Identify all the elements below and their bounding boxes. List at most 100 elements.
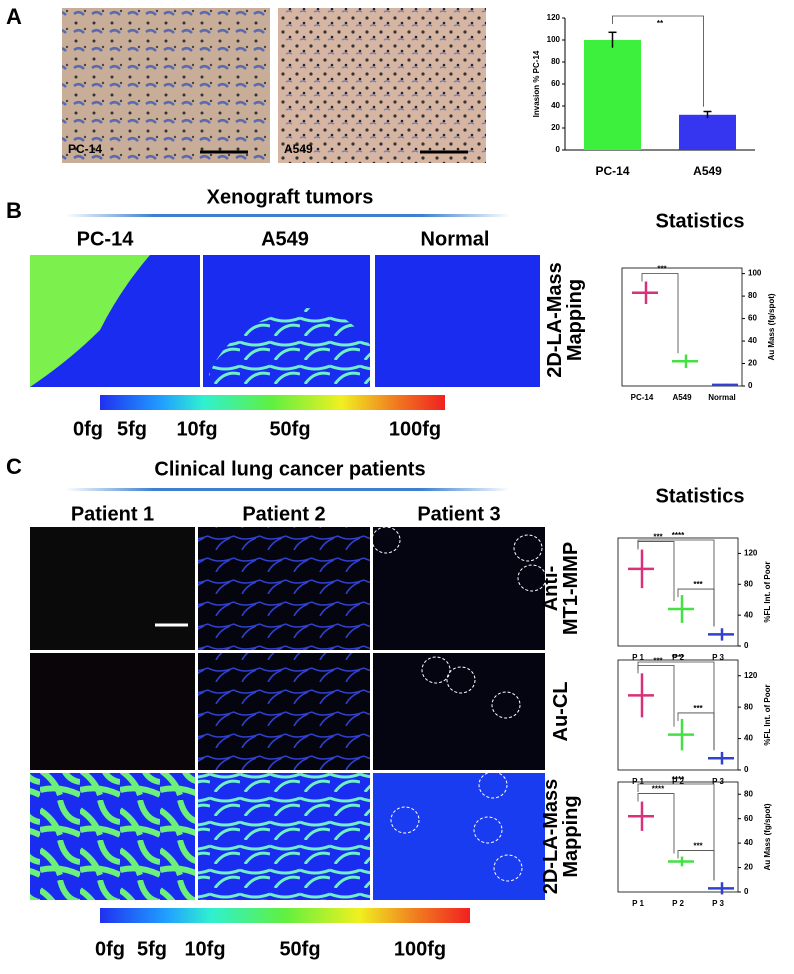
- heatmap-region: [205, 308, 370, 387]
- rule: [65, 488, 510, 491]
- x-tick-label: PC-14: [631, 393, 654, 402]
- stats-title: Statistics: [656, 485, 745, 507]
- x-tick-label: A549: [672, 393, 692, 402]
- significance-bracket: [641, 273, 679, 354]
- y-tick-label: 40: [744, 734, 753, 743]
- y-tick-label: 0: [744, 765, 749, 774]
- image: [198, 653, 370, 770]
- x-tick-label: P 3: [712, 653, 724, 662]
- row-label: Au-CL: [550, 682, 572, 742]
- image: [30, 527, 195, 650]
- y-tick-label: 120: [744, 671, 758, 680]
- image: [373, 653, 545, 770]
- y-tick-label: 40: [744, 610, 753, 619]
- x-tick-label: P 3: [712, 899, 724, 908]
- y-tick-label: 0: [748, 381, 753, 390]
- y-axis-label: Invasion % PC-14: [532, 50, 541, 117]
- colorbar-label: 10fg: [184, 938, 225, 960]
- plot-frame: [621, 267, 743, 387]
- colorbar-label: 100fg: [394, 938, 446, 960]
- micrograph: [62, 8, 270, 163]
- significance-label: ***: [693, 842, 703, 851]
- highlight-circle: [513, 534, 543, 562]
- significance-bracket: [612, 15, 704, 107]
- image: [373, 773, 545, 900]
- significance-label: **: [657, 19, 664, 28]
- column-label: PC-14: [77, 228, 135, 250]
- significance-label: ****: [672, 531, 685, 540]
- highlight-circle: [390, 806, 420, 834]
- significance-label: ****: [672, 653, 685, 662]
- label-line: MT1-MMP: [560, 542, 582, 635]
- y-axis-label: Au Mass (fg/spot): [763, 803, 772, 870]
- significance-label: ****: [652, 785, 665, 794]
- colorbar-label: 50fg: [279, 938, 320, 960]
- highlight-circle: [517, 564, 547, 592]
- y-tick-label: 120: [547, 13, 561, 22]
- y-tick-label: 120: [744, 549, 758, 558]
- y-tick-label: 0: [556, 145, 561, 154]
- y-tick-label: 20: [748, 359, 757, 368]
- y-tick-label: 100: [547, 35, 561, 44]
- colorbar-label: 0fg: [73, 418, 103, 440]
- highlight-circle: [493, 854, 523, 882]
- y-tick-label: 100: [748, 269, 762, 278]
- y-tick-label: 80: [744, 702, 753, 711]
- y-tick-label: 20: [744, 863, 753, 872]
- image: [373, 527, 545, 650]
- significance-bracket: [637, 541, 675, 601]
- x-tick-label: Normal: [708, 393, 736, 402]
- stats-title: Statistics: [656, 210, 745, 232]
- label-line: Anti-: [540, 566, 562, 612]
- y-tick-label: 40: [744, 838, 753, 847]
- column-label: Patient 1: [71, 503, 154, 525]
- significance-label: ***: [653, 656, 663, 665]
- bar: [679, 114, 736, 150]
- column-label: Patient 2: [242, 503, 325, 525]
- image: [198, 527, 370, 650]
- image-label: A549: [284, 142, 313, 156]
- y-axis-label: Au Mass (fg/spot): [767, 293, 776, 360]
- significance-bracket: [677, 588, 715, 627]
- significance-bracket: [637, 661, 715, 751]
- image-label: PC-14: [68, 142, 102, 156]
- significance-label: ****: [672, 775, 685, 784]
- y-tick-label: 0: [744, 887, 749, 896]
- x-tick-label: P 2: [672, 653, 684, 662]
- significance-label: ***: [693, 704, 703, 713]
- x-tick-label: A549: [693, 164, 722, 178]
- image-grid: [30, 526, 547, 900]
- significance-bracket: [637, 793, 675, 854]
- rule: [65, 214, 510, 217]
- bar: [584, 40, 641, 150]
- panel-label: B: [6, 198, 22, 223]
- highlight-circle: [491, 691, 521, 719]
- x-tick-label: PC-14: [595, 164, 629, 178]
- highlight-circle: [473, 816, 503, 844]
- colorbar-label: 50fg: [269, 418, 310, 440]
- column-label: Normal: [421, 228, 490, 250]
- row-label: 2D-LA-MassMapping: [540, 779, 582, 895]
- heatmap-region: [30, 255, 150, 387]
- colorbar: [100, 908, 470, 923]
- highlight-circle: [421, 656, 451, 684]
- significance-label: ***: [657, 265, 667, 274]
- colorbar-label: 5fg: [137, 938, 167, 960]
- y-tick-label: 60: [551, 79, 560, 88]
- colorbar-label: 10fg: [176, 418, 217, 440]
- y-tick-label: 60: [744, 814, 753, 823]
- y-tick-label: 0: [744, 641, 749, 650]
- significance-bracket: [677, 712, 715, 751]
- x-tick-label: P 1: [632, 899, 644, 908]
- significance-label: ***: [653, 533, 663, 542]
- micrograph: [278, 8, 486, 163]
- highlight-circle: [478, 771, 508, 799]
- significance-bracket: [637, 539, 715, 627]
- heatmap: [375, 255, 540, 387]
- panel-label: C: [6, 454, 22, 479]
- image: [198, 773, 370, 900]
- y-tick-label: 80: [748, 291, 757, 300]
- y-axis-label: %FL Int. of Poor: [763, 561, 772, 622]
- x-tick-label: P 2: [672, 899, 684, 908]
